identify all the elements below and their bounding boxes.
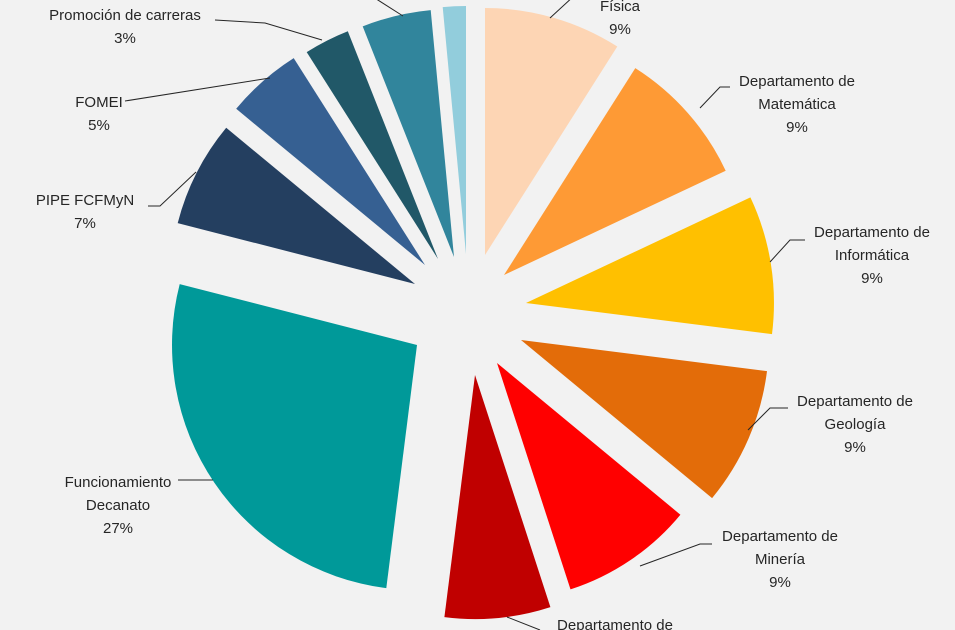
- data-label-9: Promoción de carreras 3%: [49, 7, 201, 47]
- pie-slice-4: [497, 363, 681, 590]
- data-label-name: Física: [600, 0, 641, 15]
- data-label-name: Departamento de: [814, 224, 930, 241]
- data-label-8: FOMEI 5%: [75, 94, 123, 134]
- pie-slice-2: [526, 197, 774, 335]
- data-label-4: Departamento de Minería 9%: [722, 528, 838, 591]
- data-label-percent: 27%: [103, 520, 133, 537]
- leader-line-promocion: [214, 19, 323, 41]
- pie-slice-6: [172, 284, 417, 589]
- data-label-percent: 7%: [74, 215, 96, 232]
- leader-line-mineria: [639, 543, 712, 567]
- data-label-name: Departamento de: [797, 393, 913, 410]
- leader-line-pipe: [148, 171, 197, 207]
- leader-line-geologia: [747, 407, 788, 431]
- pie-slice-9: [306, 31, 438, 260]
- data-label-percent: 5%: [88, 117, 110, 134]
- leader-line-fomei: [124, 77, 271, 102]
- leader-lines: [124, 0, 805, 630]
- data-label-name: PIPE FCFMyN: [36, 192, 134, 209]
- data-label-name: Matemática: [758, 96, 836, 113]
- data-label-1: Departamento de Matemática 9%: [739, 73, 855, 136]
- data-label-name: Informática: [835, 247, 910, 264]
- pie-slice-1: [504, 68, 726, 275]
- leader-line-top: [376, 0, 404, 17]
- pie-slice-3: [521, 340, 767, 499]
- data-label-2: Departamento de Informática 9%: [814, 224, 930, 287]
- leader-line-fisica: [549, 0, 571, 19]
- pie-slice-7: [177, 127, 415, 284]
- data-labels: Departamento de Física 9% Departamento de Ma…: [36, 0, 930, 630]
- leader-line-informatica: [769, 239, 805, 263]
- data-label-percent: 3%: [114, 30, 136, 47]
- data-label-percent: 9%: [769, 574, 791, 591]
- data-label-3: Departamento de Geología 9%: [797, 393, 913, 456]
- data-label-5: Departamento de: [557, 617, 673, 630]
- pie-slice-11: [442, 6, 466, 254]
- leader-line-bottom: [506, 616, 541, 630]
- data-label-percent: 9%: [609, 21, 631, 38]
- data-label-name: Departamento de: [557, 617, 673, 630]
- pie-slices: [172, 6, 774, 620]
- pie-slice-8: [236, 58, 425, 265]
- pie-slice-10: [362, 10, 454, 257]
- leader-line-matematica: [699, 86, 730, 109]
- data-label-percent: 9%: [844, 439, 866, 456]
- data-label-name: Geología: [825, 416, 887, 433]
- data-label-name: Promoción de carreras: [49, 7, 201, 24]
- data-label-name: Minería: [755, 551, 806, 568]
- data-label-name: Decanato: [86, 497, 150, 514]
- data-label-name: Departamento de: [722, 528, 838, 545]
- data-label-name: Funcionamiento: [65, 474, 172, 491]
- pie-slice-0: [485, 8, 618, 255]
- data-label-percent: 9%: [861, 270, 883, 287]
- pie-slice-5: [444, 375, 551, 620]
- data-label-0: Departamento deFísica9%: [562, 0, 678, 38]
- data-label-name: FOMEI: [75, 94, 123, 111]
- data-label-6: Funcionamiento Decanato 27%: [65, 474, 172, 537]
- data-label-percent: 9%: [786, 119, 808, 136]
- data-label-name: Departamento de: [739, 73, 855, 90]
- data-label-7: PIPE FCFMyN 7%: [36, 192, 134, 232]
